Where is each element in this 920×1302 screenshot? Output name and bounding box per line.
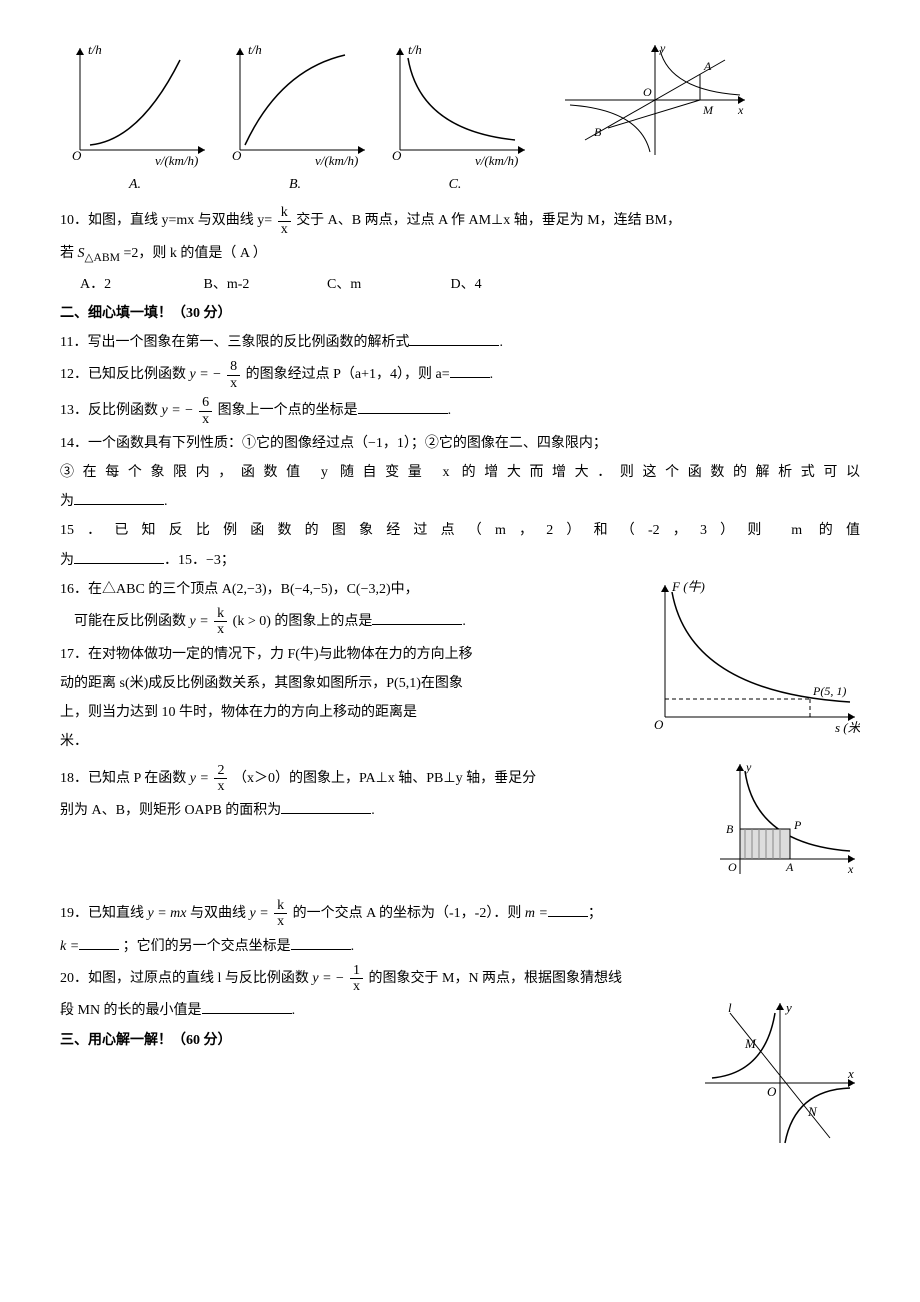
graph-a-svg: O t/h v/(km/h) [60, 40, 210, 170]
q10-line1: 10．如图，直线 y=mx 与双曲线 y= kx 交于 A、B 两点，过点 A … [60, 205, 860, 237]
q20-line1: 20．如图，过原点的直线 l 与反比例函数 y = − 1x 的图象交于 M，N… [60, 963, 860, 995]
q14-line2: ③在每个象限内，函数值 y 随自变量 x 的增大而增大．则这个函数的解析式可以 [60, 460, 860, 485]
svg-text:v/(km/h): v/(km/h) [315, 153, 358, 168]
q15-line2: 为．15．−3； [60, 548, 860, 573]
svg-text:N: N [807, 1104, 818, 1119]
q10-options: A．2 B、m-2 C、m D、4 [60, 272, 860, 297]
svg-text:t/h: t/h [248, 42, 262, 57]
svg-text:s (米): s (米) [835, 720, 860, 735]
svg-text:O: O [643, 85, 652, 99]
graph-q10-svg: y x O A M B [560, 40, 750, 160]
axis-x-label: v/(km/h) [155, 153, 198, 168]
svg-text:A: A [785, 860, 794, 874]
axis-y-label: t/h [88, 42, 102, 57]
svg-text:B: B [594, 125, 602, 139]
figure-q18: y x O A B P [710, 759, 860, 888]
q16-blank [372, 610, 462, 625]
graph-a-label: A. [129, 172, 141, 197]
svg-text:O: O [232, 148, 242, 163]
q14-line1: 14．一个函数具有下列性质：①它的图像经过点（−1，1）；②它的图像在二、四象限… [60, 431, 860, 456]
svg-text:x: x [737, 103, 744, 117]
q15-line1: 15．已知反比例函数的图象经过点（m，2）和（-2，3）则 m 的值 [60, 518, 860, 543]
q12-blank [450, 363, 490, 378]
svg-text:P: P [793, 818, 802, 832]
graph-b-label: B. [289, 172, 301, 197]
graph-b-svg: O t/h v/(km/h) [220, 40, 370, 170]
svg-text:x: x [847, 862, 854, 876]
q20-blank [202, 999, 292, 1014]
q14-blank [74, 490, 164, 505]
svg-text:O: O [728, 860, 737, 874]
q19-line2: k = ；它们的另一个交点坐标是. [60, 934, 860, 959]
graph-option-b: O t/h v/(km/h) B. [220, 40, 370, 197]
q19-blank-m [548, 902, 588, 917]
svg-text:P(5, 1): P(5, 1) [812, 684, 846, 698]
figure-q20: l y x O M N [700, 998, 860, 1157]
svg-text:y: y [745, 760, 752, 774]
q10-text-b: 交于 A、B 两点，过点 A 作 AM⊥x 轴，垂足为 M，连结 BM， [296, 213, 681, 228]
q19-line1: 19．已知直线 y = mx 与双曲线 y = kx 的一个交点 A 的坐标为（… [60, 898, 860, 930]
svg-text:F (牛): F (牛) [671, 579, 705, 594]
svg-text:B: B [726, 822, 734, 836]
graph-q10: y x O A M B [560, 40, 750, 160]
q10-line2: 若 S△ABM =2，则 k 的值是（ A ） [60, 241, 860, 268]
svg-text:A: A [703, 59, 712, 73]
figure-q16-17: F (牛) s (米) O P(5, 1) [650, 577, 860, 746]
svg-text:x: x [847, 1066, 854, 1081]
svg-text:v/(km/h): v/(km/h) [475, 153, 518, 168]
svg-text:M: M [702, 103, 714, 117]
q13: 13．反比例函数 y = − 6x 图象上一个点的坐标是. [60, 395, 860, 427]
q10-opt-a: A．2 [80, 272, 200, 297]
q11: 11．写出一个图象在第一、三象限的反比例函数的解析式. [60, 330, 860, 355]
q10-opt-c: C、m [327, 272, 447, 297]
q11-blank [409, 331, 499, 346]
q10-opt-b: B、m-2 [204, 272, 324, 297]
svg-text:O: O [767, 1084, 777, 1099]
svg-text:y: y [784, 1000, 792, 1015]
q13-blank [358, 399, 448, 414]
svg-text:O: O [654, 717, 664, 732]
section-2-title: 二、细心填一填！（30 分） [60, 301, 860, 326]
q19-blank-pt [291, 935, 351, 950]
figure-q20-svg: l y x O M N [700, 998, 860, 1148]
q18-blank [281, 799, 371, 814]
q12: 12．已知反比例函数 y = − 8x 的图象经过点 P（a+1，4），则 a=… [60, 359, 860, 391]
svg-text:l: l [728, 1000, 732, 1015]
svg-text:t/h: t/h [408, 42, 422, 57]
svg-text:M: M [744, 1036, 757, 1051]
q10-text-a: 10．如图，直线 y=mx 与双曲线 y= [60, 213, 272, 228]
q15-blank [74, 549, 164, 564]
graph-option-a: O t/h v/(km/h) A. [60, 40, 210, 197]
graph-c-svg: O t/h v/(km/h) [380, 40, 530, 170]
figure-q16-svg: F (牛) s (米) O P(5, 1) [650, 577, 860, 737]
q10-frac: kx [278, 205, 291, 237]
graph-options-row: O t/h v/(km/h) A. O t/h v/(km/h) B. O t/… [60, 40, 860, 197]
svg-text:O: O [392, 148, 402, 163]
graph-option-c: O t/h v/(km/h) C. [380, 40, 530, 197]
q14-line3: 为. [60, 489, 860, 514]
svg-text:y: y [659, 41, 666, 55]
q10-opt-d: D、4 [451, 272, 571, 297]
graph-c-label: C. [449, 172, 462, 197]
svg-text:O: O [72, 148, 82, 163]
q19-blank-k [79, 935, 119, 950]
figure-q18-svg: y x O A B P [710, 759, 860, 879]
